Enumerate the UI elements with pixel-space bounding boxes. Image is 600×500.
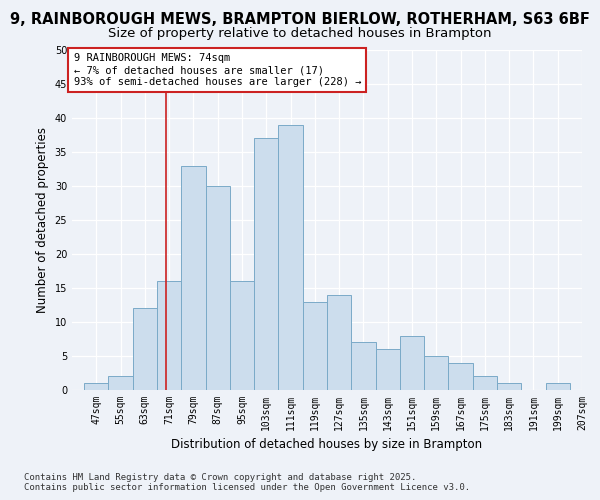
Bar (157, 281, 181, 390)
Bar (545, 383, 570, 390)
Bar (327, 295, 351, 390)
Y-axis label: Number of detached properties: Number of detached properties (36, 127, 49, 313)
Bar (351, 342, 376, 390)
Bar (254, 138, 278, 390)
Bar (133, 308, 157, 390)
Bar (278, 125, 303, 390)
Text: Size of property relative to detached houses in Brampton: Size of property relative to detached ho… (108, 28, 492, 40)
Bar (448, 363, 473, 390)
Bar (109, 376, 133, 390)
Bar (181, 166, 206, 390)
Text: Contains HM Land Registry data © Crown copyright and database right 2025.
Contai: Contains HM Land Registry data © Crown c… (24, 473, 470, 492)
Bar (424, 356, 448, 390)
Text: 9 RAINBOROUGH MEWS: 74sqm
← 7% of detached houses are smaller (17)
93% of semi-d: 9 RAINBOROUGH MEWS: 74sqm ← 7% of detach… (74, 54, 361, 86)
X-axis label: Distribution of detached houses by size in Brampton: Distribution of detached houses by size … (172, 438, 482, 452)
Bar (400, 336, 424, 390)
Bar (497, 383, 521, 390)
Bar (376, 349, 400, 390)
Text: 9, RAINBOROUGH MEWS, BRAMPTON BIERLOW, ROTHERHAM, S63 6BF: 9, RAINBOROUGH MEWS, BRAMPTON BIERLOW, R… (10, 12, 590, 28)
Bar (206, 186, 230, 390)
Bar (303, 302, 327, 390)
Bar (230, 281, 254, 390)
Bar (473, 376, 497, 390)
Bar (84, 383, 109, 390)
